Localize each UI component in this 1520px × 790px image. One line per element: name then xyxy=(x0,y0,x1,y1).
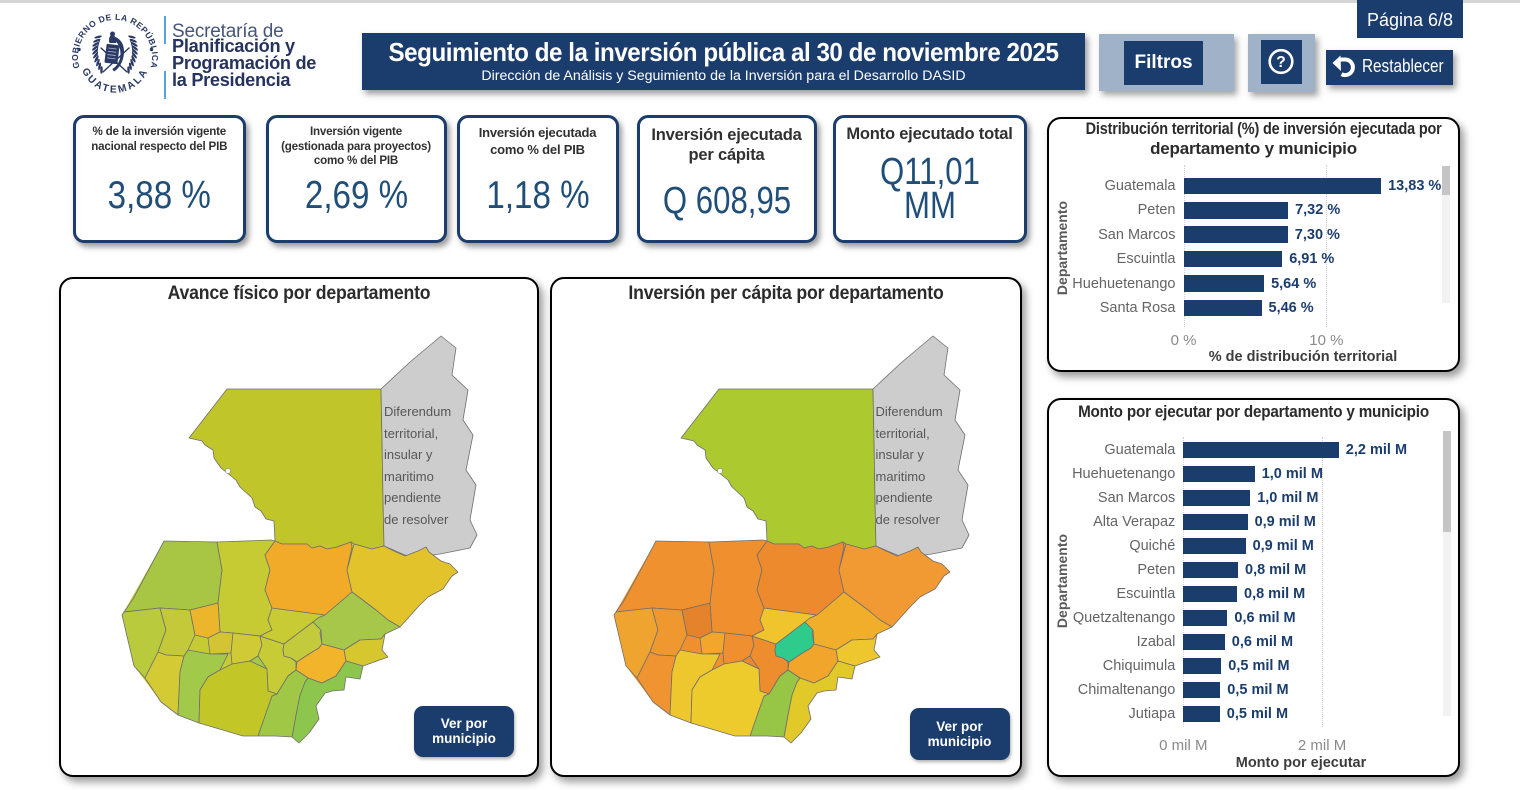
svg-text:?: ? xyxy=(1276,54,1285,71)
